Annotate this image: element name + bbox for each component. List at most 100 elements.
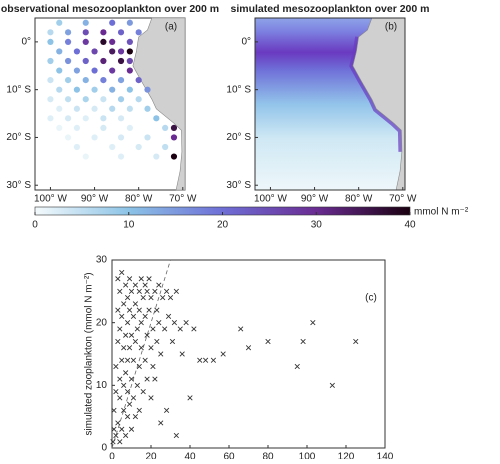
scatter-point [138,320,144,326]
observation-dot [109,19,116,26]
observation-dot [47,96,54,103]
scatter-point [177,326,183,332]
scatter-point [163,407,170,414]
scatter-point [134,382,140,388]
observation-dot [144,134,151,141]
observation-dot [64,57,72,65]
scatter-point [124,357,131,363]
scatter-point [142,282,148,288]
observation-dot [82,19,89,26]
scatter-point [150,326,156,332]
x-tick-label: 100° W [254,194,287,205]
colorbar-tick-label: 0 [32,220,38,231]
scatter-point [154,307,160,313]
colorbar-label: mmol N m⁻² [414,207,469,218]
observation-dot [117,57,125,65]
observation-dot [109,105,116,112]
scatter-point [136,288,142,294]
scatter-point [140,388,146,395]
scatter-point [134,326,140,332]
scatter-point [220,351,226,357]
observation-dot [91,86,98,93]
scatter-point [121,345,127,351]
scatter-point [126,307,133,313]
observation-dot [100,115,107,122]
scatter-point [132,301,139,307]
x-tick-label: 70° W [169,194,197,205]
observation-dot [47,57,54,65]
scatter-point [245,345,252,351]
y-tick-label: 30° S [6,180,31,191]
observation-dot [144,105,151,112]
observation-dot [126,105,133,112]
scatter-point [202,357,209,363]
scatter-point [152,288,158,294]
scatter-point [148,294,154,301]
observation-dot [117,29,125,36]
observation-dot [82,153,89,160]
y-tick-label: 0° [21,37,31,48]
observation-dot [117,115,125,122]
observation-dot [73,48,81,55]
scatter-point [123,432,129,439]
observation-dot [100,124,107,131]
observation-dot [56,86,63,93]
observation-dot [135,29,142,36]
scatter-point [158,351,164,357]
observation-dot [126,48,133,55]
observation-dot [109,86,116,93]
scatter-point [121,407,127,414]
y-tick-label: 10 [96,380,108,391]
observation-dot [64,77,72,84]
observation-dot [117,153,125,160]
scatter-point [154,338,160,345]
observation-dot [64,96,72,103]
observation-dot [135,77,142,84]
scatter-point [126,401,133,407]
scatter-point [117,439,123,445]
scatter-point [124,388,131,395]
observation-dot [47,38,54,45]
scatter-point [171,320,178,326]
observation-dot [117,77,125,84]
x-tick-label: 120 [338,452,355,459]
observation-dot [126,86,133,93]
scatter-point [115,338,121,345]
scatter-point [111,426,117,432]
scatter-point [191,326,197,332]
scatter-point [110,439,116,445]
scatter-point [329,382,335,388]
scatter-point [162,326,168,332]
scatter-point [113,432,119,439]
observation-dot [91,105,98,112]
y-tick-label: 10° S [6,84,31,95]
x-tick-label: 80° W [125,194,153,205]
scatter-point [173,288,179,294]
scatter-point [294,363,300,370]
scatter-point [167,294,174,301]
observation-dot [109,48,116,55]
colorbar-tick-label: 20 [217,220,229,231]
observation-dot [47,77,54,84]
observation-dot [56,19,63,26]
scatter-point [152,376,158,382]
colorbar-tick-label: 10 [123,220,135,231]
scatter-point [156,282,162,288]
scatter-point [113,363,119,370]
y-tick-label: 20° S [6,132,31,143]
observation-dot [100,29,107,36]
observation-dot [126,57,133,65]
land [352,18,405,190]
observation-dot [82,96,89,103]
scatter-point [117,395,123,401]
x-tick-label: 80 [262,452,274,459]
scatter-point [163,288,170,294]
observation-dot [82,115,89,122]
x-tick-label: 140 [377,452,394,459]
scatter-point [138,276,144,282]
scatter-point [265,338,271,345]
scatter-point [136,363,142,370]
observation-dot [47,29,54,36]
scatter-point [210,357,217,363]
